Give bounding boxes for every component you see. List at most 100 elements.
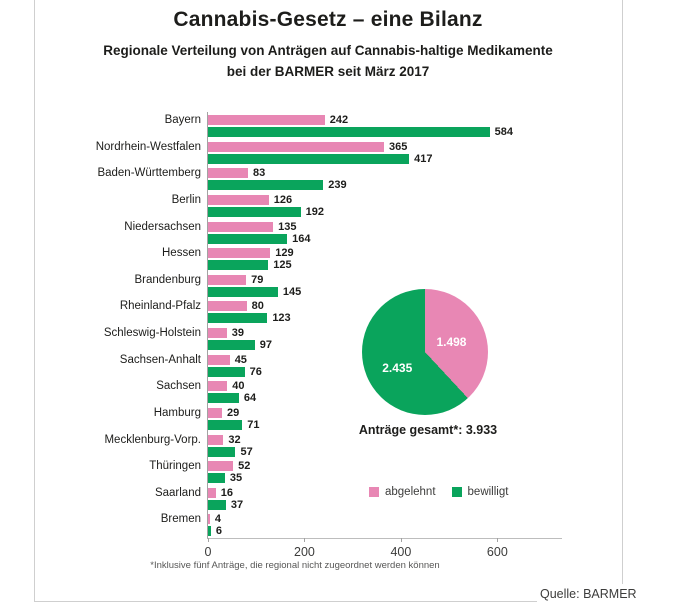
bar-abgelehnt — [208, 381, 228, 392]
bar-bewilligt — [208, 260, 269, 271]
bar-value-label: 4 — [214, 513, 222, 526]
pie-label-bewilligt: 2.435 — [382, 361, 413, 376]
state-label: Thüringen — [149, 460, 201, 473]
bar-value-label: 40 — [232, 380, 245, 393]
bar-value-label: 57 — [240, 445, 253, 458]
state-label: Niedersachsen — [124, 220, 201, 233]
bar-value-label: 29 — [226, 406, 240, 419]
state-label: Bremen — [160, 513, 201, 526]
bar-value-label: 129 — [275, 247, 294, 260]
bar-value-label: 32 — [228, 433, 241, 446]
bar-bewilligt — [208, 446, 236, 457]
bar-value-label: 52 — [238, 460, 251, 473]
bar-abgelehnt — [208, 141, 385, 152]
bar-abgelehnt — [208, 354, 230, 365]
source-patch — [537, 584, 637, 605]
bar-value-label: 83 — [253, 167, 266, 180]
bar-abgelehnt — [208, 194, 269, 205]
bar-value-label: 126 — [273, 193, 293, 206]
bar-value-label: 123 — [272, 312, 291, 325]
bar-value-label: 192 — [305, 205, 324, 218]
bar-value-label: 97 — [259, 339, 273, 351]
bar-value-label: 64 — [243, 392, 257, 405]
chart-subtitle: Regionale Verteilung von Anträgen auf Ca… — [54, 40, 602, 82]
bar-bewilligt — [208, 393, 239, 404]
state-label: Rheinland-Pfalz — [119, 300, 201, 313]
bar-value-label: 79 — [251, 273, 264, 286]
bar-plot: 242 584 365 417 83 239 126 192 135 164 129 125 79 145… — [205, 112, 562, 559]
bar-bewilligt — [208, 153, 410, 164]
state-label: Baden-Württemberg — [97, 167, 201, 180]
x-axis-tick-label: 200 — [294, 545, 315, 559]
x-axis-tick-label: 400 — [390, 545, 412, 559]
state-label: Nordrhein-Westfalen — [95, 140, 201, 153]
x-axis-tick — [208, 538, 209, 542]
state-label: Sachsen-Anhalt — [119, 353, 201, 366]
bar-abgelehnt — [208, 221, 274, 232]
bar-abgelehnt — [208, 301, 247, 312]
bar-abgelehnt — [208, 487, 216, 498]
bar-bewilligt — [208, 206, 301, 217]
bar-abgelehnt — [208, 274, 247, 285]
bar-value-label: 80 — [251, 300, 264, 313]
legend-item-abgelehnt: abgelehnt — [369, 486, 436, 498]
state-label: Berlin — [171, 193, 201, 206]
legend-swatch-abgelehnt-icon — [369, 487, 379, 497]
legend-label-bewilligt: bewilligt — [467, 486, 509, 498]
bar-bewilligt — [208, 419, 243, 430]
bar-abgelehnt — [208, 328, 227, 338]
chart-subtitle-line1: Regionale Verteilung von Anträgen auf Ca… — [103, 43, 553, 58]
footnote: *Inklusive fünf Anträge, die regional ni… — [150, 560, 440, 571]
chart-title: Cannabis-Gesetz – eine Bilanz — [173, 8, 483, 31]
source-label: Quelle: BARMER — [540, 587, 637, 601]
x-axis-tick — [400, 538, 402, 542]
pie-chart: 1.498 2.435 — [362, 289, 488, 415]
x-axis-tick-label: 0 — [204, 545, 212, 559]
chart-subtitle-line2: bei der BARMER seit März 2017 — [226, 64, 430, 79]
state-label: Hamburg — [153, 406, 201, 419]
bar-bewilligt — [208, 499, 226, 510]
bar-value-label: 35 — [229, 472, 243, 485]
pie-label-abgelehnt: 1.498 — [436, 334, 467, 349]
bar-bewilligt — [208, 526, 211, 537]
bar-bewilligt — [208, 473, 225, 484]
bar-value-label: 365 — [389, 140, 408, 153]
legend-label-abgelehnt: abgelehnt — [385, 486, 436, 498]
bar-value-label: 45 — [234, 353, 247, 366]
bar-abgelehnt — [208, 514, 210, 525]
bar-abgelehnt — [208, 115, 325, 125]
bar-value-label: 242 — [329, 114, 349, 126]
legend-item-bewilligt: bewilligt — [451, 486, 509, 498]
state-label: Sachsen — [156, 380, 201, 393]
bar-abgelehnt — [208, 407, 222, 418]
bar-bewilligt — [208, 180, 324, 191]
bar-value-label: 164 — [292, 232, 311, 245]
bar-bewilligt — [208, 313, 268, 324]
state-label: Hessen — [162, 247, 201, 260]
bar-value-label: 76 — [249, 365, 262, 378]
bar-value-label: 125 — [273, 259, 292, 272]
bar-value-label: 145 — [282, 285, 302, 298]
bar-bewilligt — [208, 233, 288, 244]
state-label: Brandenburg — [134, 273, 202, 286]
bar-value-label: 6 — [215, 525, 223, 538]
bar-value-label: 135 — [278, 220, 297, 233]
bar-abgelehnt — [208, 461, 234, 472]
bar-value-label: 37 — [230, 498, 244, 511]
bar-value-label: 71 — [247, 418, 260, 431]
bar-value-label: 239 — [328, 179, 347, 192]
bar-bewilligt — [208, 366, 245, 377]
legend-swatch-bewilligt-icon — [451, 487, 462, 497]
state-label: Saarland — [154, 486, 201, 499]
bar-value-label: 417 — [414, 152, 433, 165]
bar-bewilligt — [208, 340, 255, 350]
bar-value-label: 39 — [231, 327, 245, 339]
bar-bewilligt — [208, 286, 278, 297]
state-label: Schleswig-Holstein — [103, 327, 201, 339]
infographic-frame — [34, 0, 623, 602]
total-label: Anträge gesamt*: 3.933 — [358, 423, 498, 437]
bar-abgelehnt — [208, 248, 271, 259]
legend: abgelehnt bewilligt — [369, 486, 508, 498]
bar-abgelehnt — [208, 434, 224, 445]
state-label: Mecklenburg-Vorp. — [104, 433, 201, 446]
